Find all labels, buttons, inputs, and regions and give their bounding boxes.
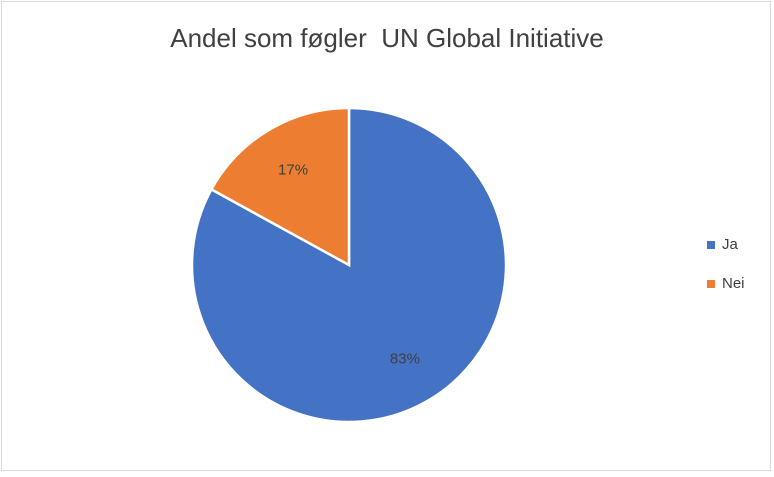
legend-label: Nei xyxy=(722,275,745,292)
chart-title: Andel som føgler UN Global Initiative xyxy=(170,23,604,53)
legend-swatch xyxy=(707,241,715,249)
data-label: 83% xyxy=(390,351,420,368)
legend-label: Ja xyxy=(722,236,739,253)
pie-slice xyxy=(209,106,351,268)
legend-swatch xyxy=(707,280,715,288)
data-label: 17% xyxy=(278,161,308,178)
